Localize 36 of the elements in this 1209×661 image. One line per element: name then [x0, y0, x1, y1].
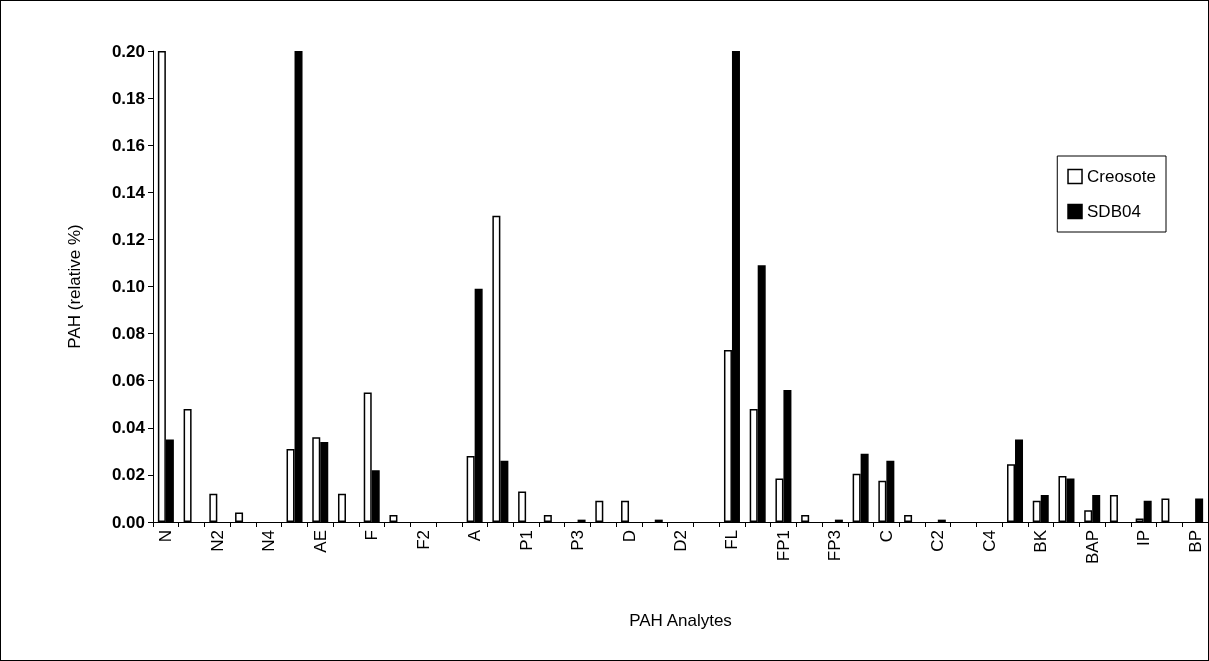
y-tick-label: 0.20 [111, 41, 145, 61]
x-tick-label: FP1 [773, 530, 793, 562]
x-tick-label: F [362, 530, 382, 541]
x-tick-label: C4 [979, 530, 999, 552]
x-tick-label: P1 [516, 530, 536, 551]
x-tick-label: N [156, 530, 176, 543]
y-tick-label: 0.16 [111, 135, 145, 155]
x-tick-label: P3 [568, 530, 588, 551]
x-tick-label: FL [722, 530, 742, 550]
y-tick-label: 0.04 [111, 418, 146, 438]
x-tick-label: BK [1031, 529, 1051, 553]
x-tick-label: BAP [1082, 530, 1102, 565]
y-tick-label: 0.10 [111, 277, 145, 296]
x-tick-label: FP3 [825, 530, 845, 562]
y-tick-label: 0.02 [111, 465, 145, 485]
x-tick-label: D [619, 530, 639, 543]
y-tick-label: 0.18 [111, 88, 145, 108]
legend-label: SDB04 [1087, 202, 1141, 221]
x-tick-label: N4 [259, 530, 279, 552]
x-tick-label: F2 [413, 530, 433, 550]
y-tick-label: 0.14 [111, 182, 146, 202]
legend-label: Creosote [1087, 167, 1156, 186]
y-axis-title: PAH (relative %) [65, 224, 84, 349]
x-tick-label: BP [1185, 530, 1205, 553]
y-tick-label: 0.08 [111, 324, 145, 344]
x-tick-label: N2 [207, 530, 227, 552]
x-tick-label: AE [310, 530, 330, 553]
x-tick-label: C [876, 530, 896, 543]
y-tick-label: 0.00 [111, 512, 145, 532]
x-axis-title: PAH Analytes [629, 611, 732, 630]
y-tick-label: 0.06 [111, 371, 145, 391]
x-tick-label: D2 [671, 530, 690, 552]
x-tick-label: C2 [928, 530, 948, 552]
x-tick-label: IP [1134, 530, 1154, 547]
y-tick-label: 0.12 [111, 229, 145, 249]
x-tick-label: A [465, 529, 485, 542]
